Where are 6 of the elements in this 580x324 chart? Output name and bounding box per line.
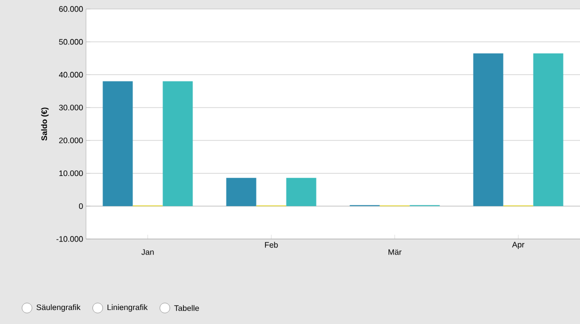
bar (226, 178, 256, 206)
bar (162, 81, 193, 206)
bar (286, 178, 316, 206)
bar (473, 53, 504, 206)
bar (102, 81, 133, 206)
bar (533, 53, 564, 206)
